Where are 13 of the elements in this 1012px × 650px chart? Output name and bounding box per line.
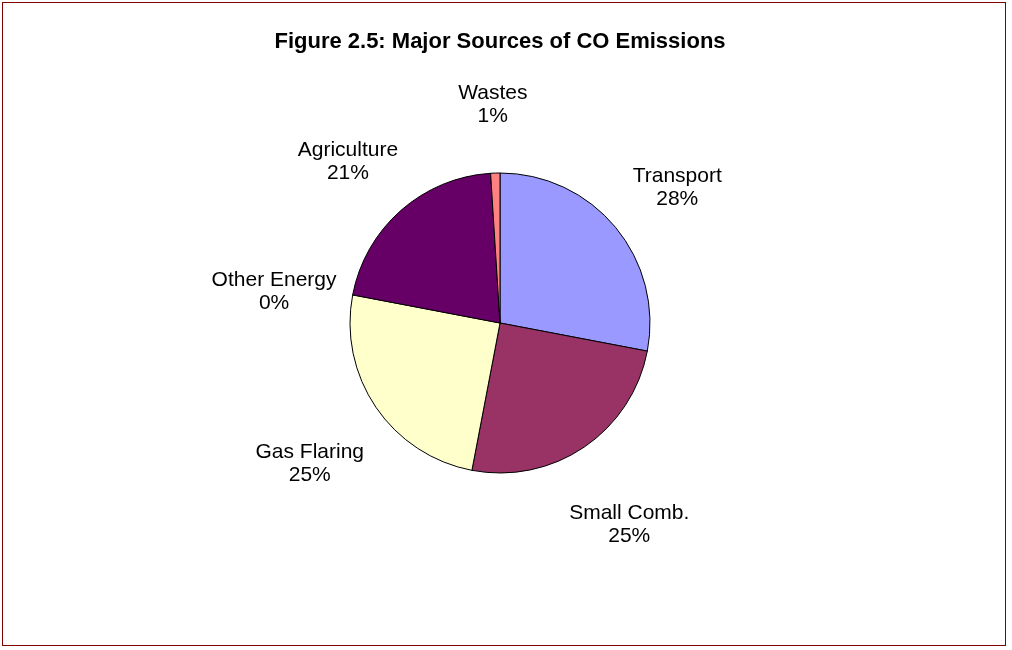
category-label: Other Energy <box>211 266 337 290</box>
data-label: 28% <box>656 186 699 210</box>
text: 0% <box>258 289 290 313</box>
slice-label: Small Comb. <box>569 500 690 524</box>
slice-label: Transport <box>632 163 722 187</box>
slice-label: Wastes <box>458 80 528 104</box>
data-label: 1% <box>477 103 508 127</box>
data-label: 25% <box>288 462 331 486</box>
chart-title: Figure 2.5: Major Sources of CO Emissions <box>274 28 726 53</box>
data-label: 21% <box>326 160 369 184</box>
data-label: 25% <box>608 523 651 547</box>
slice-label: Agriculture <box>297 137 399 161</box>
slice-label: Gas Flaring <box>255 439 365 463</box>
